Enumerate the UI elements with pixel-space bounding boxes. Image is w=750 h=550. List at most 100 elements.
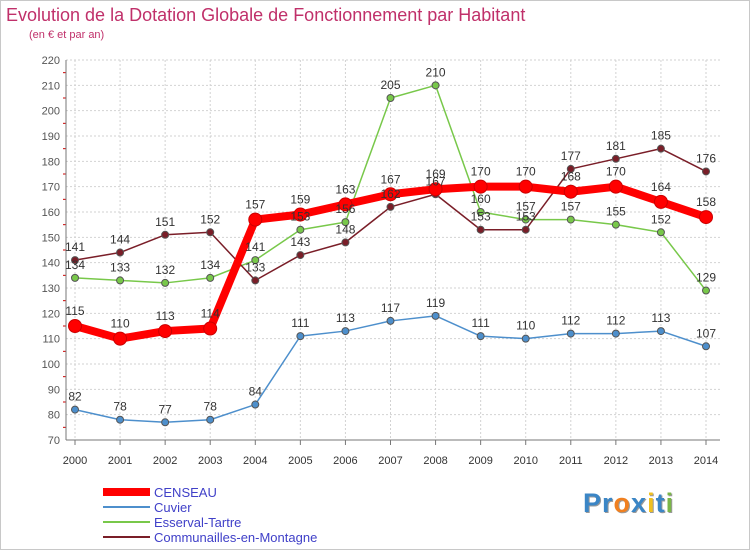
data-label: 176 — [696, 151, 716, 165]
data-point — [113, 331, 128, 346]
legend-label: Cuvier — [154, 500, 192, 515]
y-tick-label: 160 — [42, 207, 60, 219]
data-point — [248, 212, 263, 227]
data-point — [428, 182, 443, 197]
data-point — [341, 327, 350, 336]
data-label: 159 — [290, 193, 310, 207]
data-point — [699, 210, 713, 225]
data-label: 134 — [65, 258, 85, 272]
data-point — [608, 179, 623, 194]
data-label: 162 — [380, 187, 400, 201]
data-point — [203, 321, 218, 336]
data-label: 205 — [380, 78, 400, 92]
data-label: 153 — [516, 210, 536, 224]
data-point — [656, 327, 665, 336]
plot-area — [66, 60, 720, 440]
grid — [66, 59, 720, 441]
x-tick-label: 2014 — [694, 455, 718, 467]
data-label: 148 — [335, 222, 355, 236]
data-label: 153 — [290, 210, 310, 224]
data-point — [702, 342, 710, 351]
data-label: 168 — [561, 170, 581, 184]
chart-title: Evolution de la Dotation Globale de Fonc… — [6, 5, 526, 25]
logo-letter: t — [655, 488, 666, 518]
data-label: 160 — [471, 192, 491, 206]
data-label: 185 — [651, 129, 671, 143]
x-tick-label: 2001 — [108, 455, 132, 467]
data-label: 119 — [426, 296, 445, 310]
data-point — [296, 332, 305, 341]
logo-letter: P — [583, 488, 603, 518]
y-tick-label: 110 — [42, 334, 60, 346]
logo-letter: x — [631, 488, 648, 518]
proxiti-logo: Proxiti — [583, 488, 674, 519]
data-label: 158 — [696, 195, 716, 209]
series-layer — [68, 81, 713, 427]
data-label: 181 — [606, 139, 626, 153]
x-tick-label: 2007 — [378, 455, 402, 467]
data-point — [431, 81, 440, 90]
y-tick-label: 70 — [48, 435, 60, 447]
data-label: 110 — [516, 319, 535, 333]
y-tick-label: 180 — [42, 156, 60, 168]
data-label: 170 — [471, 165, 491, 179]
data-label: 157 — [245, 198, 265, 212]
data-label: 144 — [110, 233, 130, 247]
data-point — [296, 251, 305, 260]
y-tick-label: 100 — [42, 359, 60, 371]
data-point — [521, 225, 530, 234]
x-tick-label: 2013 — [649, 455, 673, 467]
x-tick-label: 2009 — [468, 455, 492, 467]
data-label: 77 — [158, 402, 172, 416]
data-label: 152 — [651, 212, 671, 226]
data-label: 169 — [426, 167, 446, 181]
data-label: 157 — [516, 200, 536, 214]
data-point — [611, 220, 620, 229]
data-point — [251, 276, 260, 285]
data-point — [116, 248, 125, 257]
data-label: 113 — [156, 309, 175, 323]
data-point — [206, 415, 215, 424]
data-label: 129 — [696, 271, 716, 285]
data-point — [161, 278, 170, 287]
data-point — [71, 273, 79, 282]
data-point — [161, 418, 170, 427]
data-point — [518, 179, 533, 194]
x-tick-label: 2008 — [423, 455, 447, 467]
data-point — [473, 179, 488, 194]
y-tick-label: 150 — [42, 232, 60, 244]
data-point — [71, 256, 79, 265]
data-point — [251, 400, 260, 409]
data-label: 141 — [245, 240, 265, 254]
y-tick-label: 200 — [42, 106, 60, 118]
y-tick-label: 210 — [42, 80, 60, 92]
logo-letter: i — [665, 488, 675, 518]
data-label: 117 — [381, 301, 400, 315]
data-label: 115 — [65, 304, 84, 318]
data-point — [521, 334, 530, 343]
data-point — [383, 187, 398, 202]
data-label: 114 — [201, 307, 220, 321]
data-label: 110 — [111, 317, 130, 331]
data-label: 152 — [200, 212, 220, 226]
data-point — [206, 273, 215, 282]
data-point — [386, 94, 395, 102]
data-label: 134 — [200, 258, 220, 272]
data-point — [293, 207, 308, 222]
data-label: 170 — [516, 165, 536, 179]
data-label: 133 — [245, 260, 265, 274]
data-label: 153 — [471, 210, 491, 224]
data-label: 107 — [696, 326, 716, 340]
x-tick-label: 2012 — [604, 455, 628, 467]
data-point — [611, 329, 620, 338]
data-point — [566, 164, 575, 173]
data-point — [71, 405, 79, 414]
data-point — [653, 194, 668, 209]
data-point — [386, 316, 395, 325]
data-point — [476, 208, 485, 216]
data-point — [656, 144, 665, 153]
data-label: 210 — [426, 65, 446, 79]
data-point — [68, 319, 82, 333]
data-point — [566, 329, 575, 338]
